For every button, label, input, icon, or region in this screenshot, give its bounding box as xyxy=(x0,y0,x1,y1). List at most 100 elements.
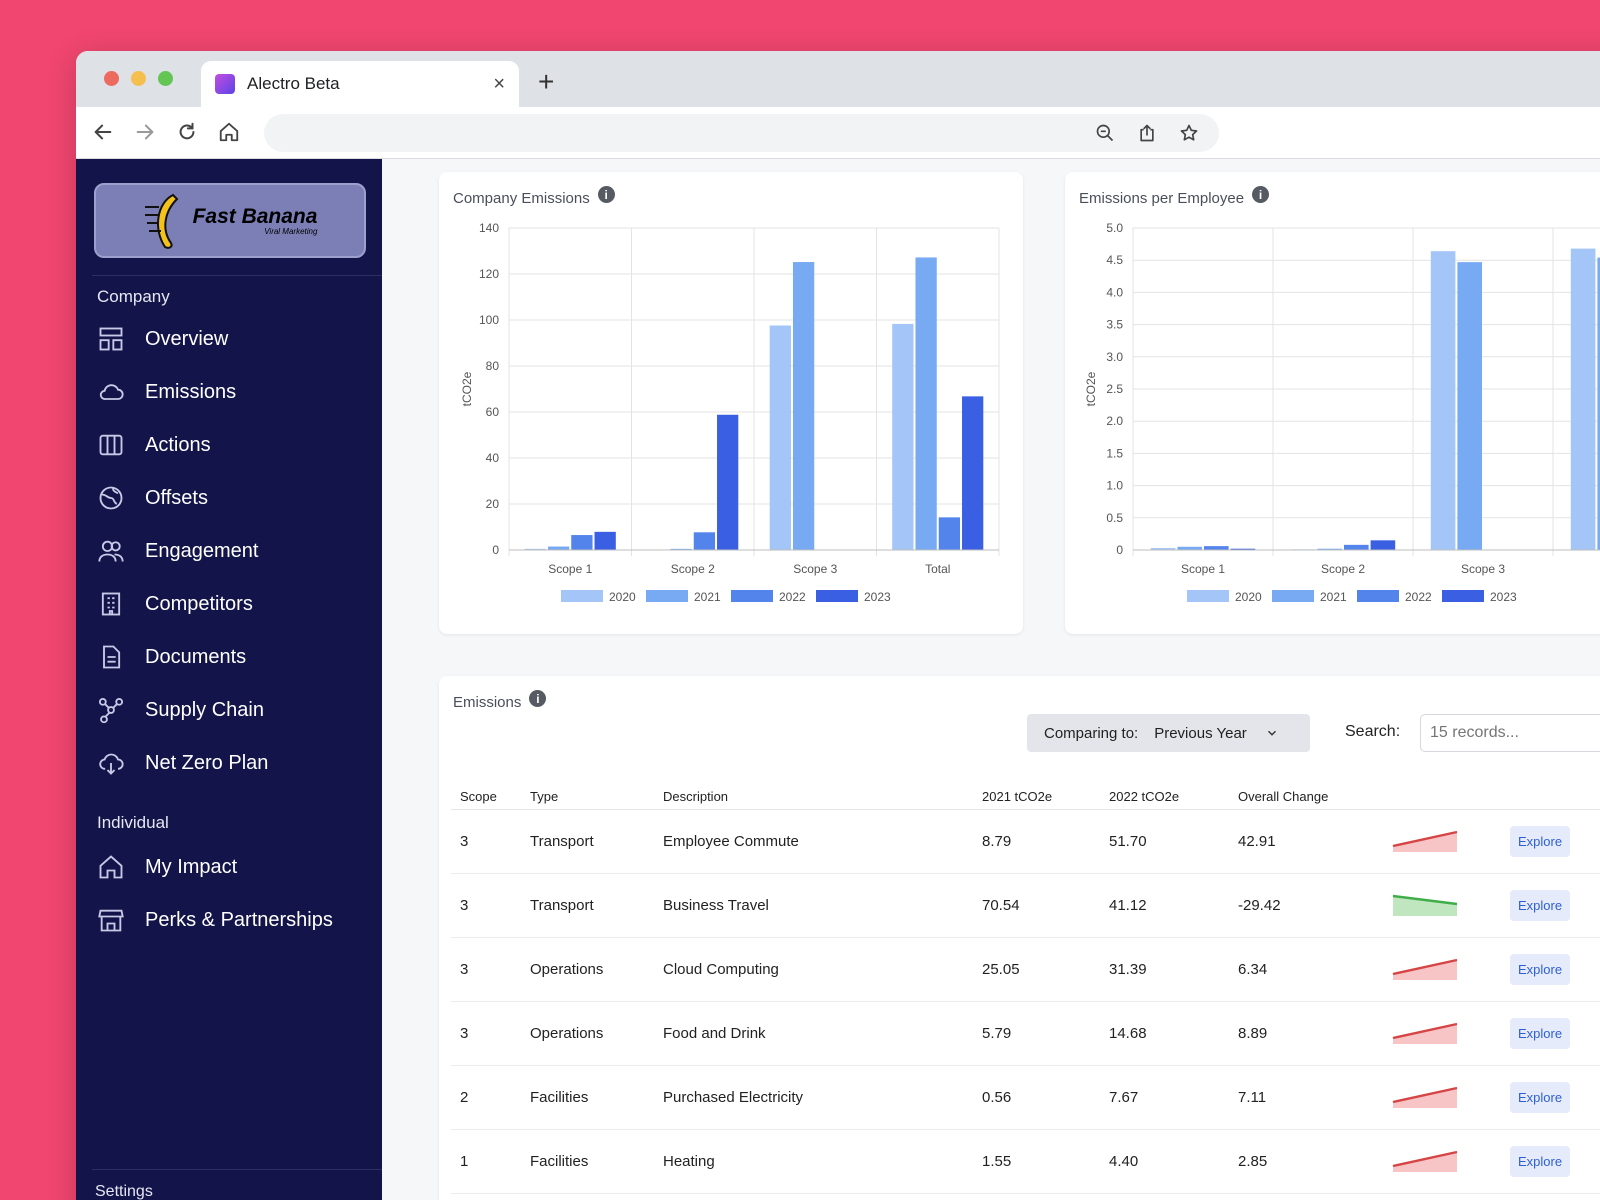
trend-sparkline xyxy=(1391,1018,1510,1050)
cell-y2022: 7.67 xyxy=(1109,1089,1139,1106)
trend-up-icon xyxy=(1392,1086,1458,1108)
table-row: 2 Facilities Purchased Electricity 0.56 7.67… xyxy=(451,1066,1600,1130)
home-icon[interactable] xyxy=(216,119,242,145)
company-logo[interactable]: Fast Banana Viral Marketing xyxy=(94,183,366,258)
explore-button[interactable]: Explore xyxy=(1510,1082,1571,1113)
y-tick-label: 4.5 xyxy=(1106,253,1123,267)
legend-label: 2021 xyxy=(1320,590,1347,604)
minimize-window-button[interactable] xyxy=(131,71,146,86)
cell-scope: 3 xyxy=(460,1025,469,1042)
sidebar-item-documents[interactable]: Documents xyxy=(97,643,246,671)
info-icon[interactable]: i xyxy=(597,186,615,203)
sidebar-item-emissions[interactable]: Emissions xyxy=(97,378,236,406)
cell-description: Cloud Computing xyxy=(663,961,779,978)
y-tick-label: 120 xyxy=(479,267,499,281)
explore-button[interactable]: Explore xyxy=(1510,890,1571,921)
browser-window: Alectro Beta × + xyxy=(76,51,1600,1200)
share-icon[interactable] xyxy=(1134,120,1160,146)
trend-down-icon xyxy=(1392,894,1458,916)
chevron-down-icon xyxy=(1267,730,1276,736)
table-row: 3 Operations Cloud Computing 25.05 31.39 6.34… xyxy=(451,938,1600,1002)
bar xyxy=(1344,544,1369,550)
maximize-window-button[interactable] xyxy=(158,71,173,86)
cell-y2022: 51.70 xyxy=(1109,833,1147,850)
reload-icon[interactable] xyxy=(174,119,200,145)
trend-up-icon xyxy=(1392,830,1458,852)
sidebar-divider xyxy=(92,275,382,276)
column-header-overall-change[interactable]: Overall Change xyxy=(1238,789,1329,804)
close-window-button[interactable] xyxy=(104,71,119,86)
cell-description: Business Travel xyxy=(663,897,769,914)
column-header-scope[interactable]: Scope xyxy=(460,789,497,804)
sidebar-item-supply-chain[interactable]: Supply Chain xyxy=(97,696,264,724)
new-tab-button[interactable]: + xyxy=(538,66,555,97)
network-icon xyxy=(98,697,124,724)
tab-close-icon[interactable]: × xyxy=(493,73,505,95)
sidebar-item-my-impact[interactable]: My Impact xyxy=(97,853,237,881)
company-emissions-card: Company Emissions i 0 20 40 60 80 100 120 140 tC… xyxy=(439,172,1023,634)
emissions-per-employee-chart: 0 0.5 1.0 1.5 2.0 2.5 3.0 3.5 4.0 4.5 5.0 tCO2e Scop… xyxy=(1084,221,1600,604)
bar xyxy=(1370,540,1396,550)
y-tick-label: 40 xyxy=(486,451,500,465)
sidebar-item-actions[interactable]: Actions xyxy=(97,431,211,459)
bookmark-star-icon[interactable] xyxy=(1176,120,1202,146)
explore-button[interactable]: Explore xyxy=(1510,954,1571,985)
sidebar-item-label: My Impact xyxy=(145,855,238,878)
y-axis-label: tCO2e xyxy=(460,371,474,406)
sidebar-item-competitors[interactable]: Competitors xyxy=(97,590,253,618)
x-tick-label: Scope 3 xyxy=(793,562,837,576)
cloud-icon xyxy=(99,384,124,400)
column-header-2021[interactable]: 2021 tCO2e xyxy=(982,789,1053,804)
sidebar-item-offsets[interactable]: Offsets xyxy=(97,484,208,512)
sidebar-item-engagement[interactable]: Engagement xyxy=(97,537,258,565)
sidebar-item-label: Perks & Partnerships xyxy=(145,908,333,931)
cell-y2021: 1.55 xyxy=(982,1153,1012,1170)
trend-sparkline xyxy=(1391,954,1510,986)
cell-change: 7.11 xyxy=(1238,1089,1267,1106)
zoom-icon[interactable] xyxy=(1092,120,1118,146)
comparing-dropdown[interactable]: Comparing to: Previous Year xyxy=(1027,714,1310,752)
forward-arrow-icon[interactable] xyxy=(132,119,158,145)
sidebar-item-overview[interactable]: Overview xyxy=(97,325,228,353)
y-tick-label: 0 xyxy=(1116,543,1123,557)
chart-title-wrap: Company Emissions i xyxy=(453,186,615,207)
info-icon[interactable]: i xyxy=(1252,186,1270,203)
y-tick-label: 3.0 xyxy=(1106,350,1123,364)
explore-button[interactable]: Explore xyxy=(1510,1018,1571,1049)
sidebar-item-label: Competitors xyxy=(145,592,253,615)
sidebar-item-perks-partnerships[interactable]: Perks & Partnerships xyxy=(97,906,333,934)
document-icon xyxy=(103,645,121,669)
browser-tab[interactable]: Alectro Beta × xyxy=(201,61,519,107)
bar xyxy=(693,532,716,550)
comparing-value: Previous Year xyxy=(1154,724,1247,742)
explore-button[interactable]: Explore xyxy=(1510,826,1571,857)
bar xyxy=(962,396,984,550)
x-tick-label: Scope 1 xyxy=(548,562,592,576)
cell-scope: 1 xyxy=(460,1153,469,1170)
back-arrow-icon[interactable] xyxy=(90,119,116,145)
building-icon xyxy=(101,592,121,616)
sidebar-footer-divider xyxy=(92,1169,382,1170)
cell-change: 6.34 xyxy=(1238,961,1268,978)
cell-scope: 3 xyxy=(460,897,469,914)
favicon-icon xyxy=(215,74,235,94)
info-icon[interactable]: i xyxy=(529,690,547,707)
cell-scope: 3 xyxy=(460,961,469,978)
column-header-2022[interactable]: 2022 tCO2e xyxy=(1109,789,1180,804)
explore-button[interactable]: Explore xyxy=(1510,1146,1571,1177)
search-input[interactable] xyxy=(1420,714,1600,752)
column-header-type[interactable]: Type xyxy=(530,789,559,804)
sidebar-item-settings[interactable]: Settings xyxy=(95,1183,153,1200)
bar xyxy=(1150,548,1176,550)
cell-y2021: 0.56 xyxy=(982,1089,1012,1106)
address-bar[interactable] xyxy=(264,114,1219,152)
y-tick-label: 20 xyxy=(486,497,500,511)
sidebar-section-individual: Individual xyxy=(97,813,169,832)
sidebar-item-net-zero-plan[interactable]: Net Zero Plan xyxy=(97,749,268,777)
table-row: 3 Transport Employee Commute 8.79 51.70 42.91… xyxy=(451,810,1600,874)
legend-label: 2020 xyxy=(609,590,636,604)
legend-label: 2023 xyxy=(864,590,891,604)
cell-y2022: 14.68 xyxy=(1109,1025,1147,1042)
column-header-description[interactable]: Description xyxy=(663,789,729,804)
table-row: 3 Operations Food and Drink 5.79 14.68 8.89 Ex… xyxy=(451,1002,1600,1066)
